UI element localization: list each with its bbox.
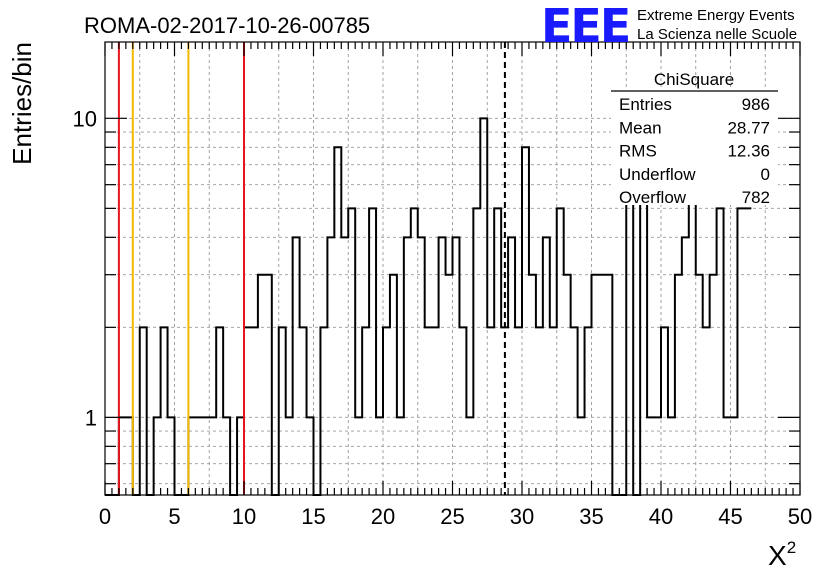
x-axis-label-base: X [768,540,787,571]
histogram-outline [105,117,752,496]
eee-logo-mark: EEE [541,0,629,53]
stats-box: ChiSquare Entries 986 Mean 28.77 RMS 12.36 Und… [611,70,778,207]
stats-label: Underflow [619,165,696,184]
y-axis-label: Entries/bin [7,42,37,165]
x-tick-label: 10 [232,504,256,529]
grid [105,42,800,495]
stats-value: 28.77 [727,118,770,137]
reference-lines [117,42,506,495]
stats-label: Overflow [619,188,687,207]
logo-line-2: La Scienza nelle Scuole [637,26,797,43]
x-tick-label: 50 [788,504,812,529]
logo-line-1: Extreme Energy Events [637,7,795,24]
x-tick-label: 40 [649,504,673,529]
y-tick-label: 1 [85,405,97,430]
stats-label: RMS [619,142,657,161]
chart-title: ROMA-02-2017-10-26-00785 [84,13,370,38]
stats-rows: Entries 986 Mean 28.77 RMS 12.36 Underflow 0 Ove… [619,95,770,207]
x-axis-label-superscript: 2 [787,538,796,557]
stats-box-background [611,90,778,205]
x-tick-label: 35 [579,504,603,529]
eee-logo: EEE Extreme Energy Events La Scienza nel… [541,0,797,53]
x-tick-label: 30 [510,504,534,529]
x-tick-label: 45 [718,504,742,529]
x-tick-label: 15 [301,504,325,529]
stats-box-title: ChiSquare [654,70,734,89]
x-tick-label: 0 [99,504,111,529]
histogram-bars [105,117,752,496]
x-tick-label: 25 [440,504,464,529]
axis-ticks: 0 5 10 15 20 25 30 35 40 45 50 1 10 [73,42,812,529]
x-tick-label: 5 [168,504,180,529]
stats-label: Entries [619,95,672,114]
stats-value: 986 [742,95,770,114]
y-tick-label: 10 [73,106,97,131]
stats-value: 0 [761,165,770,184]
stats-value: 782 [742,188,770,207]
x-tick-label: 20 [371,504,395,529]
x-axis-label: X2 [768,538,796,571]
stats-label: Mean [619,118,662,137]
stats-value: 12.36 [727,142,770,161]
